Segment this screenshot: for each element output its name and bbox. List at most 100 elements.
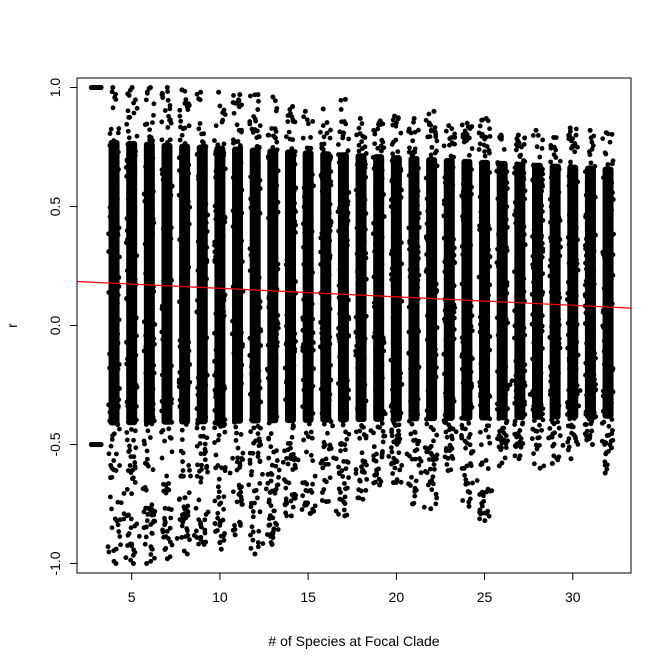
data-point <box>378 333 384 339</box>
data-point <box>337 264 343 270</box>
data-point <box>248 545 254 551</box>
point-column <box>246 92 266 557</box>
data-point <box>249 158 255 164</box>
data-point <box>378 303 384 309</box>
data-point <box>539 328 545 334</box>
data-point <box>201 398 207 404</box>
data-point <box>112 175 118 181</box>
data-point <box>221 313 227 319</box>
data-point <box>431 174 437 180</box>
data-point <box>443 337 449 343</box>
data-point <box>123 165 129 170</box>
data-point-outlier <box>505 383 510 388</box>
data-point <box>270 367 275 373</box>
data-point <box>556 322 562 328</box>
data-point <box>328 127 333 133</box>
data-point <box>465 184 471 189</box>
data-point <box>514 341 520 346</box>
data-point <box>215 510 221 516</box>
data-point <box>179 523 185 529</box>
data-point <box>256 368 262 374</box>
data-point <box>202 224 208 230</box>
data-point-outlier <box>121 511 127 517</box>
data-point <box>448 240 454 246</box>
data-point <box>433 374 439 380</box>
data-point <box>343 219 349 225</box>
data-point <box>552 374 558 380</box>
data-point <box>113 357 119 363</box>
data-point <box>380 337 386 343</box>
data-point <box>521 231 527 237</box>
data-point <box>308 134 313 140</box>
data-point <box>353 348 358 354</box>
data-point <box>285 253 291 259</box>
point-column <box>140 85 158 566</box>
data-point <box>411 119 416 125</box>
data-point <box>127 463 133 468</box>
data-point <box>412 232 418 238</box>
data-point <box>204 335 210 341</box>
data-point <box>198 433 204 439</box>
data-point <box>504 280 510 285</box>
data-point <box>591 248 597 254</box>
point-column <box>421 108 440 512</box>
data-point <box>426 111 432 117</box>
data-point <box>179 399 185 404</box>
data-point <box>124 121 130 127</box>
point-column <box>509 132 528 462</box>
data-point <box>608 278 614 284</box>
data-point-outlier <box>188 473 193 479</box>
data-point <box>113 393 119 398</box>
data-point <box>565 297 571 303</box>
data-point <box>254 232 259 238</box>
data-point <box>143 97 149 103</box>
data-point <box>359 450 365 456</box>
data-point <box>432 347 438 352</box>
data-point <box>499 371 505 376</box>
data-point <box>531 340 537 346</box>
data-point <box>115 149 121 155</box>
data-point <box>146 388 152 394</box>
data-point <box>169 419 175 425</box>
data-point <box>180 468 186 473</box>
data-point <box>234 225 240 230</box>
data-point <box>550 347 556 353</box>
data-point <box>394 249 400 255</box>
data-point <box>482 307 488 313</box>
data-point <box>480 117 485 123</box>
data-point <box>318 249 323 255</box>
data-point <box>197 535 203 541</box>
data-point <box>602 459 608 465</box>
data-point <box>389 449 395 455</box>
data-point <box>115 331 121 337</box>
data-point <box>125 141 131 147</box>
data-point <box>604 405 610 411</box>
data-point <box>255 544 261 550</box>
data-point <box>504 418 510 424</box>
data-point <box>324 157 330 163</box>
data-point <box>285 321 291 326</box>
data-point <box>336 295 342 301</box>
data-point <box>415 215 421 221</box>
data-point <box>500 334 506 340</box>
data-point <box>355 318 361 324</box>
data-point <box>433 501 439 507</box>
data-point <box>309 435 315 441</box>
data-point <box>164 377 170 383</box>
data-point <box>322 269 328 275</box>
data-point-outlier <box>509 378 515 384</box>
data-point <box>323 245 329 250</box>
data-point <box>143 422 149 428</box>
data-point <box>602 412 608 418</box>
data-point <box>239 381 244 386</box>
data-point <box>535 133 541 138</box>
data-point <box>151 112 156 118</box>
data-point <box>339 253 345 259</box>
data-point <box>353 467 359 472</box>
data-point <box>521 174 526 180</box>
data-point <box>389 433 395 439</box>
data-point <box>129 427 134 432</box>
data-point <box>116 362 122 367</box>
data-point <box>288 498 294 504</box>
data-point <box>498 275 504 281</box>
